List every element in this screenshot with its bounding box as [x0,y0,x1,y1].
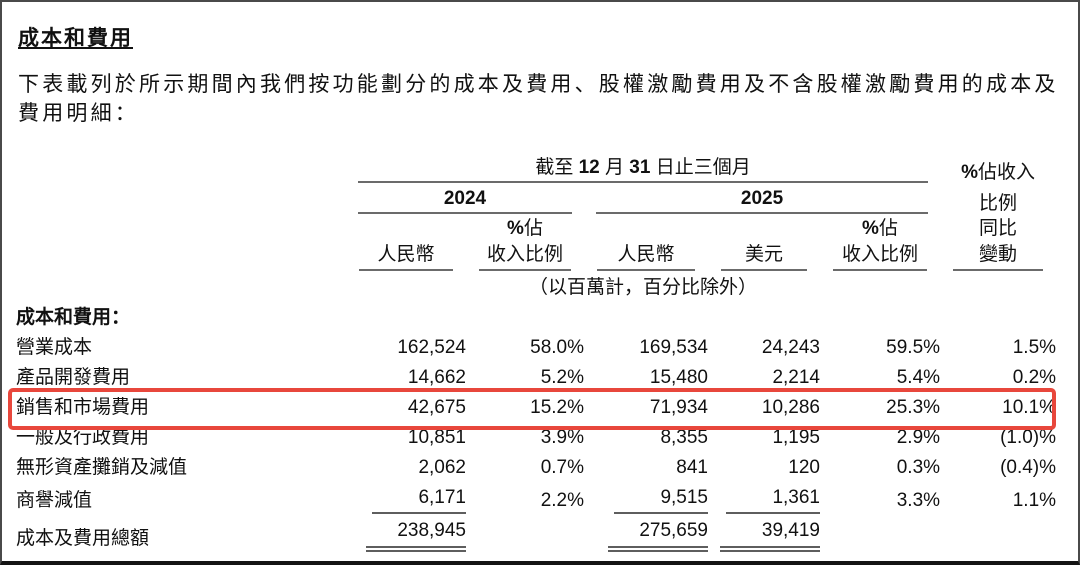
cell-pct-2025: 59.5% [886,337,941,358]
table-row: 產品開發費用 14,662 5.2% 15,480 2,214 5.4% 0.2… [16,363,1056,393]
cell-pct-2024: 58.0% [530,337,584,358]
cell-pct-2024: 3.9% [540,427,584,448]
cell-usd-2025: 120 [788,457,820,478]
cell-pct-2025: 5.4% [896,367,941,388]
period-spanner: 截至 12 月 31 日止三個月 [346,154,940,185]
cell-pct-2024: 5.2% [540,367,584,388]
total-rmb-2025: 275,659 [584,516,708,554]
cell-usd-2025: 1,361 [708,483,820,516]
table-row-highlighted: 銷售和市場費用 42,675 15.2% 71,934 10,286 25.3%… [16,393,1056,423]
cell-rmb-2025: 71,934 [649,397,708,418]
cell-usd-2025: 1,195 [772,427,820,448]
cell-pct-2024: 15.2% [530,397,584,418]
table-row: 營業成本 162,524 58.0% 169,534 24,243 59.5% … [16,333,1056,363]
row-label: 無形資產攤銷及減值 [16,457,188,478]
cell-usd-2025: 24,243 [761,337,820,358]
total-usd-2025: 39,419 [708,516,820,554]
cell-rmb-2024: 162,524 [397,337,466,358]
cell-pct-2025: 3.3% [896,490,941,511]
row-label: 一般及行政費用 [16,427,150,448]
cell-rmb-2024: 2,062 [418,457,466,478]
cell-rmb-2024: 42,675 [407,397,466,418]
table-row: 一般及行政費用 10,851 3.9% 8,355 1,195 2.9% (1.… [16,423,1056,453]
cell-usd-2025: 2,214 [772,367,820,388]
cell-yoy: 10.1% [1002,397,1057,418]
cell-yoy: 1.1% [1012,490,1057,511]
section-label-row: 成本和費用： [16,303,1056,333]
cell-pct-2025: 25.3% [886,397,941,418]
cell-yoy: 0.2% [1012,367,1057,388]
cell-pct-2024: 2.2% [540,490,584,511]
cell-yoy: 1.5% [1012,337,1057,358]
row-label: 營業成本 [16,337,93,358]
yoy-header-line1: %佔收入 [961,162,1035,183]
cell-yoy: (0.4)% [1000,457,1057,478]
yoy-header-line4: 變動 [940,241,1056,273]
cell-rmb-2025: 169,534 [639,337,708,358]
cell-pct-2025: 0.3% [896,457,941,478]
cell-pct-2025: 2.9% [896,427,941,448]
cell-yoy: (1.0)% [1000,427,1057,448]
year-2024-header: 2024 [346,185,584,216]
cell-rmb-2024: 14,662 [407,367,466,388]
header-year-row: 2024 2025 比例 [16,185,1056,216]
total-label: 成本及費用總額 [16,528,150,549]
header-pct-row: %佔 %佔 同比 [16,216,1056,241]
table-row: 無形資產攤銷及減值 2,062 0.7% 841 120 0.3% (0.4)% [16,453,1056,483]
yoy-header-line2: 比例 [979,193,1018,214]
pct-header-2024: %佔 [507,218,543,239]
row-label: 銷售和市場費用 [16,397,150,418]
cell-rmb-2025: 9,515 [584,483,708,516]
table-row: 商譽減值 6,171 2.2% 9,515 1,361 3.3% 1.1% [16,483,1056,516]
row-label: 產品開發費用 [16,367,131,388]
col-header-pct-2024: 收入比例 [466,241,584,273]
cell-rmb-2024: 10,851 [407,427,466,448]
cell-rmb-2025: 8,355 [660,427,708,448]
cell-rmb-2025: 841 [676,457,708,478]
intro-paragraph: 下表載列於所示期間內我們按功能劃分的成本及費用、股權激勵費用及不含股權激勵費用的… [18,73,1059,125]
cell-rmb-2025: 15,480 [649,367,708,388]
col-header-rmb-2025: 人民幣 [584,241,708,273]
yoy-header-line3: 同比 [979,218,1018,239]
pct-header-2025: %佔 [862,218,898,239]
total-rmb-2024: 238,945 [346,516,466,554]
col-header-rmb-2024: 人民幣 [346,241,466,273]
cell-rmb-2024: 6,171 [346,483,466,516]
col-header-pct-2025: 收入比例 [820,241,940,273]
year-2025-header: 2025 [584,185,940,216]
col-header-usd-2025: 美元 [708,241,820,273]
units-note-row: （以百萬計，百分比除外） [16,273,1056,303]
header-currency-row: 人民幣 收入比例 人民幣 美元 收入比例 變動 [16,241,1056,273]
units-note: （以百萬計，百分比除外） [529,277,758,298]
header-period-row: 截至 12 月 31 日止三個月 %佔收入 [16,154,1056,185]
total-row: 成本及費用總額 238,945 275,659 39,419 [16,516,1056,554]
cell-usd-2025: 10,286 [761,397,820,418]
row-label: 商譽減值 [16,490,93,511]
cell-pct-2024: 0.7% [540,457,584,478]
cost-expense-table: 截至 12 月 31 日止三個月 %佔收入 2024 2025 比例 %佔 %佔… [16,154,1056,554]
page-title: 成本和費用 [18,27,133,50]
section-label: 成本和費用： [16,307,131,328]
